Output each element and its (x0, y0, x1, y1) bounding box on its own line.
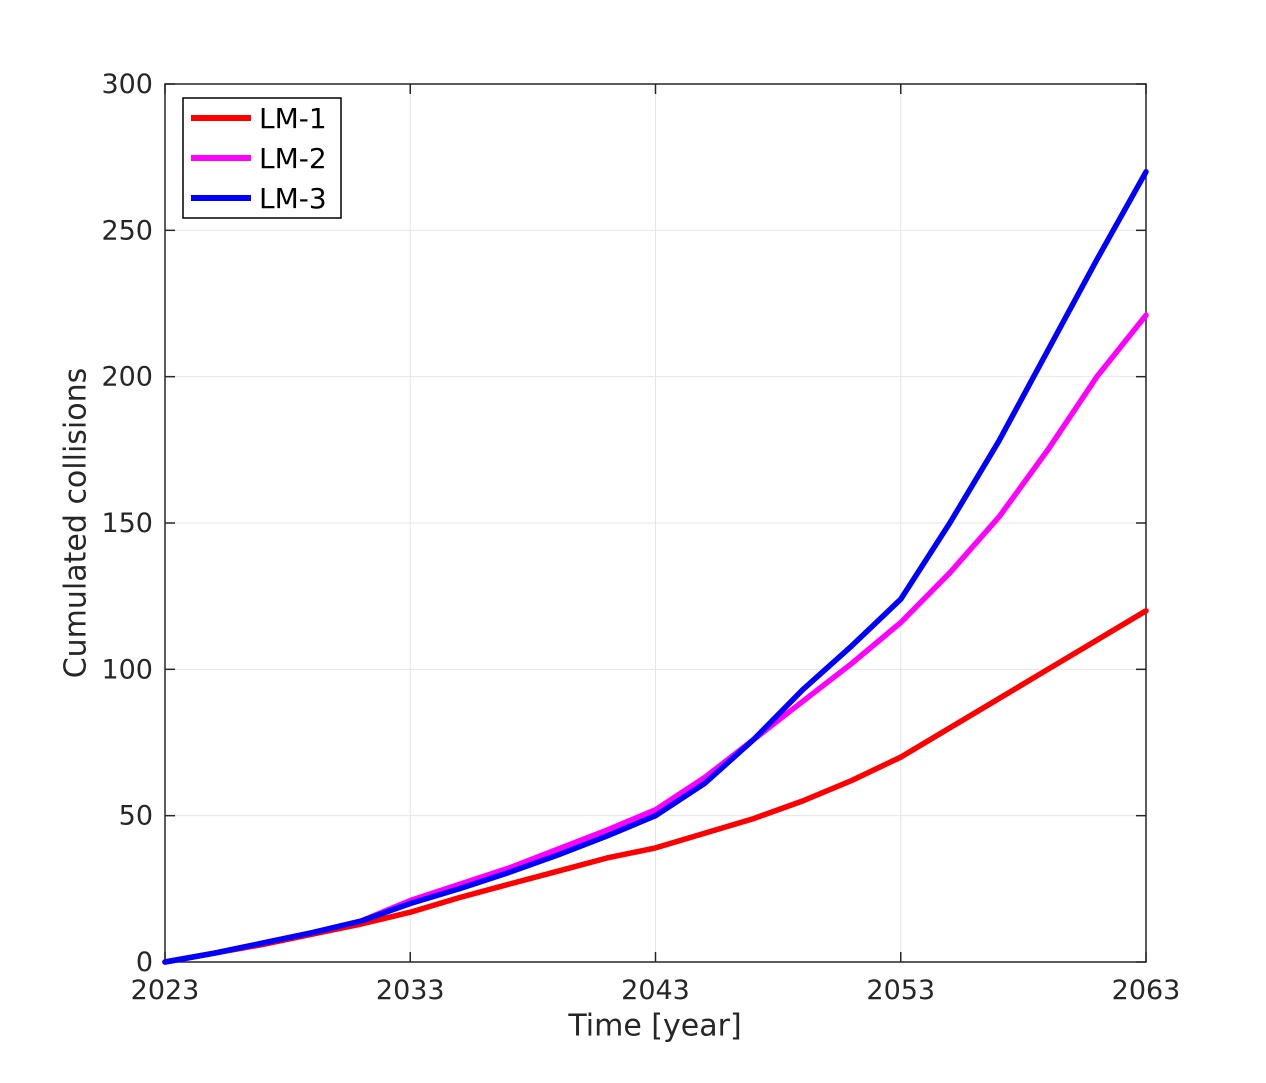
x-tick-label: 2063 (1112, 975, 1181, 1006)
x-tick-label: 2033 (376, 975, 445, 1006)
legend-label-LM-3: LM-3 (259, 182, 327, 215)
x-tick-label: 2053 (866, 975, 935, 1006)
y-axis-label: Cumulated collisions (58, 367, 94, 679)
legend-label-LM-2: LM-2 (259, 142, 327, 175)
series-line-LM-3 (162, 169, 1149, 965)
x-axis-label: Time [year] (568, 1008, 742, 1044)
y-tick-label: 200 (101, 362, 153, 393)
legend-label-LM-1: LM-1 (259, 102, 327, 135)
y-tick-label: 300 (101, 69, 153, 100)
x-tick-label: 2023 (131, 975, 200, 1006)
y-tick-label: 0 (136, 947, 153, 978)
y-tick-label: 150 (101, 508, 153, 539)
y-tick-label: 100 (101, 654, 153, 685)
y-tick-label: 250 (101, 215, 153, 246)
y-tick-label: 50 (119, 801, 153, 832)
x-tick-label: 2043 (621, 975, 690, 1006)
